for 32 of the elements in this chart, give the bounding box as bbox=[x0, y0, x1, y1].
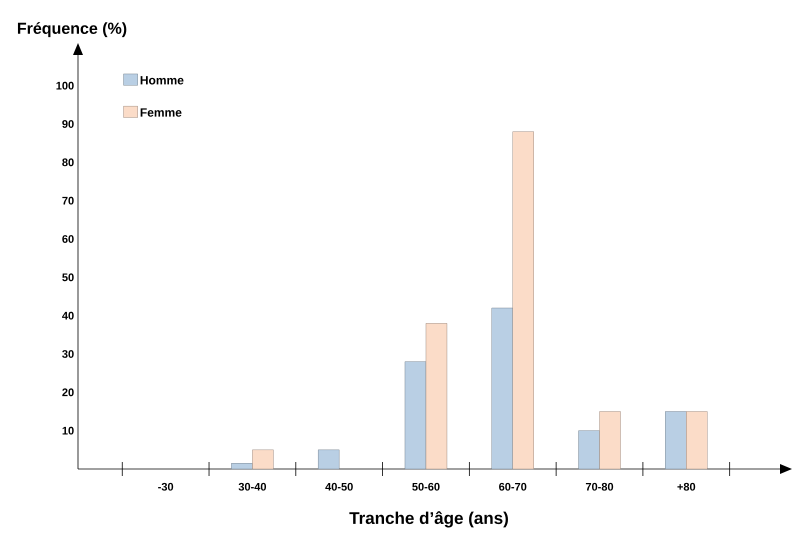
x-tick-label: 40-50 bbox=[325, 482, 353, 491]
x-tick-label: 70-80 bbox=[586, 482, 614, 491]
y-tick-label: 70 bbox=[62, 196, 74, 205]
bar bbox=[492, 308, 513, 470]
x-tick-label: +80 bbox=[677, 482, 696, 491]
bar bbox=[686, 411, 708, 470]
x-tick-label: 60-70 bbox=[499, 482, 526, 491]
y-axis-title: Fréquence (%) bbox=[18, 22, 126, 38]
bar bbox=[426, 323, 448, 470]
y-tick-label: 100 bbox=[56, 82, 74, 90]
y-tick-label: 20 bbox=[62, 388, 74, 396]
bar bbox=[404, 361, 426, 470]
bar bbox=[578, 430, 600, 470]
legend-label: Femme bbox=[140, 108, 182, 117]
legend-label: Homme bbox=[140, 76, 184, 84]
x-tick-label: 50-60 bbox=[412, 482, 440, 491]
bar bbox=[318, 450, 340, 470]
x-axis-title: Tranche d’âge (ans) bbox=[349, 511, 508, 528]
y-tick-label: 90 bbox=[62, 120, 74, 128]
bar bbox=[599, 411, 621, 470]
x-tick-label: 30-40 bbox=[238, 482, 266, 491]
y-tick-label: 40 bbox=[62, 312, 74, 320]
y-tick-label: 10 bbox=[62, 426, 74, 435]
y-tick-label: 80 bbox=[62, 158, 74, 166]
bar bbox=[512, 131, 534, 470]
y-tick-label: 50 bbox=[62, 273, 74, 282]
bar bbox=[252, 450, 274, 470]
y-tick-label: 60 bbox=[62, 235, 74, 243]
bar bbox=[231, 463, 253, 470]
bar bbox=[665, 411, 686, 470]
y-tick-label: 30 bbox=[62, 350, 74, 358]
x-tick-label: -30 bbox=[158, 482, 174, 491]
